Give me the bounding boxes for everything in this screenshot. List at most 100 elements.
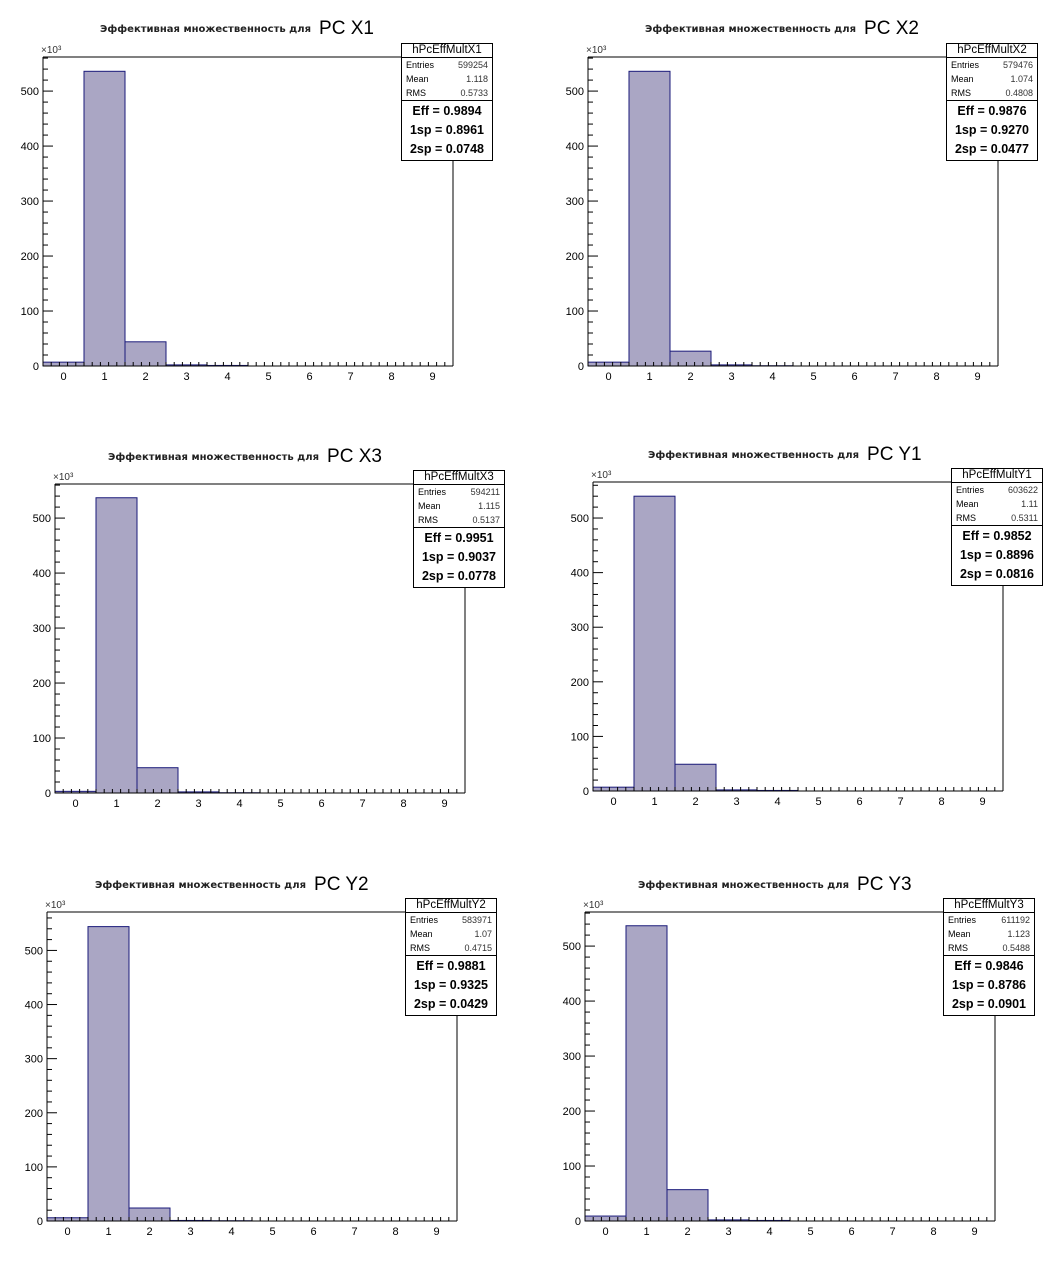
x-tick-label: 2: [692, 796, 698, 808]
efficiency-value: 1sp = 0.8961: [409, 123, 485, 137]
y-tick-label: 400: [566, 141, 584, 153]
stats-row: Entries 594211: [414, 485, 504, 499]
stats-box: hPcEffMultY3 Entries 611192 Mean 1.123 RMS 0.5…: [943, 898, 1035, 1016]
stats-value: 1.11: [1021, 499, 1038, 509]
x-tick-label: 4: [769, 371, 775, 383]
efficiency-value: 1sp = 0.9325: [413, 978, 489, 992]
x-tick-label: 6: [848, 1226, 854, 1238]
stats-box-title: hPcEffMultY2: [406, 899, 496, 913]
efficiency-block: Eff = 0.9881 1sp = 0.9325 2sp = 0.0429: [406, 955, 496, 1015]
chart-title-prefix: Эффективная множественность для: [638, 879, 850, 891]
x-tick-label: 0: [72, 798, 78, 810]
chart-title-detector: PC Y2: [314, 874, 369, 895]
x-tick-label: 5: [269, 1226, 275, 1238]
x-tick-label: 4: [774, 796, 780, 808]
stats-box-title: hPcEffMultX3: [414, 471, 504, 485]
stats-value: 611192: [1001, 915, 1030, 925]
x-tick-label: 6: [851, 371, 857, 383]
y-tick-label: 0: [37, 1216, 43, 1228]
y-tick-label: 500: [563, 941, 581, 953]
x-tick-label: 4: [228, 1226, 234, 1238]
y-multiplier-label: ×10³: [586, 45, 607, 56]
efficiency-block: Eff = 0.9951 1sp = 0.9037 2sp = 0.0778: [414, 527, 504, 587]
y-tick-label: 300: [563, 1051, 581, 1063]
stats-value: 594211: [470, 487, 500, 497]
x-tick-label: 5: [815, 796, 821, 808]
histogram-bar: [95, 497, 138, 794]
chart-title-prefix: Эффективная множественность для: [100, 23, 312, 35]
y-tick-label: 500: [21, 86, 39, 98]
y-tick-label: 0: [578, 361, 584, 373]
x-tick-label: 1: [113, 798, 119, 810]
chart-title: Эффективная множественность для PC Y2: [95, 874, 369, 896]
stats-box: hPcEffMultX2 Entries 579476 Mean 1.074 RMS 0.4…: [946, 43, 1038, 161]
x-tick-label: 4: [236, 798, 242, 810]
stats-box-title: hPcEffMultX1: [402, 44, 492, 58]
efficiency-value: 2sp = 0.0429: [413, 997, 489, 1011]
y-tick-label: 400: [25, 1000, 43, 1012]
stats-row: RMS 0.4715: [406, 941, 496, 955]
stats-box-title: hPcEffMultY1: [952, 469, 1042, 483]
x-tick-label: 1: [101, 371, 107, 383]
y-tick-label: 100: [21, 306, 39, 318]
chart-title-detector: PC Y1: [867, 444, 922, 465]
stats-row: RMS 0.4808: [947, 86, 1037, 100]
stats-row: Mean 1.115: [414, 499, 504, 513]
x-tick-label: 2: [684, 1226, 690, 1238]
x-tick-label: 0: [602, 1226, 608, 1238]
y-multiplier-label: ×10³: [45, 900, 66, 911]
stats-row: Mean 1.123: [944, 927, 1034, 941]
x-tick-label: 8: [933, 371, 939, 383]
stats-value: 603622: [1007, 485, 1038, 495]
x-tick-label: 7: [347, 371, 353, 383]
y-tick-label: 0: [33, 361, 39, 373]
x-tick-label: 9: [974, 371, 980, 383]
stats-label: RMS: [956, 513, 976, 523]
stats-box-title: hPcEffMultX2: [947, 44, 1037, 58]
efficiency-value: Eff = 0.9894: [412, 104, 482, 118]
x-tick-label: 9: [971, 1226, 977, 1238]
x-tick-label: 9: [979, 796, 985, 808]
y-tick-label: 200: [25, 1108, 43, 1120]
stats-row: RMS 0.5733: [402, 86, 492, 100]
y-tick-label: 300: [25, 1054, 43, 1066]
y-tick-label: 200: [566, 251, 584, 263]
chart-title-prefix: Эффективная множественность для: [95, 879, 307, 891]
chart-title-detector: PC X3: [327, 446, 382, 467]
stats-row: Mean 1.11: [952, 497, 1042, 511]
x-tick-label: 1: [646, 371, 652, 383]
x-tick-label: 2: [154, 798, 160, 810]
x-tick-label: 2: [687, 371, 693, 383]
stats-label: RMS: [948, 943, 968, 953]
y-tick-label: 500: [25, 945, 43, 957]
stats-row: Entries 579476: [947, 58, 1037, 72]
chart-title-prefix: Эффективная множественность для: [645, 23, 857, 35]
x-tick-label: 6: [306, 371, 312, 383]
chart-title-detector: PC X1: [319, 18, 374, 39]
x-tick-label: 3: [728, 371, 734, 383]
y-tick-label: 200: [563, 1106, 581, 1118]
y-multiplier-label: ×10³: [583, 900, 604, 911]
y-tick-label: 400: [571, 568, 589, 580]
stats-row: Mean 1.118: [402, 72, 492, 86]
x-tick-label: 8: [938, 796, 944, 808]
x-tick-label: 3: [183, 371, 189, 383]
histogram-bar: [124, 341, 167, 367]
histogram-bar: [136, 767, 179, 794]
stats-row: RMS 0.5311: [952, 511, 1042, 525]
x-tick-label: 2: [146, 1226, 152, 1238]
stats-value: 1.118: [466, 74, 488, 84]
stats-value: 1.074: [1010, 74, 1033, 84]
stats-value: 0.4715: [464, 943, 492, 953]
stats-value: 0.5488: [1002, 943, 1030, 953]
chart-title: Эффективная множественность для PC X1: [100, 18, 374, 40]
efficiency-block: Eff = 0.9876 1sp = 0.9270 2sp = 0.0477: [947, 100, 1037, 160]
y-tick-label: 300: [33, 623, 51, 635]
efficiency-value: 1sp = 0.9037: [421, 550, 497, 564]
efficiency-block: Eff = 0.9852 1sp = 0.8896 2sp = 0.0816: [952, 525, 1042, 585]
x-tick-label: 4: [224, 371, 230, 383]
